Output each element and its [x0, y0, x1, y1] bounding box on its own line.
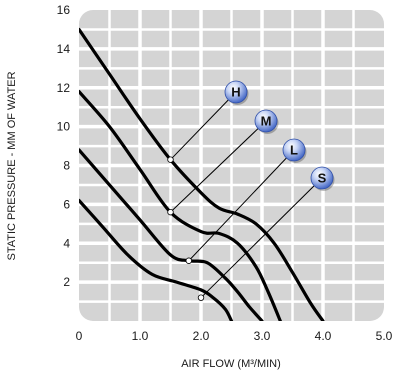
badge-label-m: M: [261, 114, 272, 129]
x-axis-ticks: 0 1.0 2.0 3.0 4.0 5.0: [76, 329, 393, 343]
leader-line-l: [188, 149, 295, 262]
curve-s: [79, 198, 234, 321]
y-tick-label: 14: [57, 42, 71, 56]
leader-line-m: [170, 120, 267, 213]
x-tick-label: 1.0: [132, 329, 149, 343]
y-axis-ticks: 2 4 6 8 10 12 14 16: [57, 3, 71, 289]
x-tick-label: 5.0: [376, 329, 393, 343]
y-tick-label: 10: [57, 120, 71, 134]
leader-line-h: [170, 91, 237, 161]
y-tick-label: 4: [63, 236, 70, 250]
leader-line-s: [200, 177, 323, 299]
leader-dot-m: [167, 208, 174, 216]
y-tick-label: 2: [63, 275, 70, 289]
y-tick-label: 12: [57, 81, 71, 95]
grid-lines: [79, 10, 384, 321]
x-tick-label: 0: [76, 329, 83, 343]
leader-dot-l: [185, 257, 192, 264]
curve-m: [79, 90, 282, 321]
badge-label-h: H: [231, 85, 240, 100]
y-tick-label: 16: [57, 3, 71, 17]
badge-l: [282, 138, 306, 162]
y-tick-label: 6: [63, 197, 70, 211]
x-tick-label: 2.0: [193, 329, 210, 343]
performance-curves: [79, 27, 325, 321]
badge-s: [310, 166, 334, 190]
x-tick-label: 3.0: [254, 329, 271, 343]
badge-label-s: S: [318, 171, 327, 186]
y-axis-title: STATIC PRESSURE - MM OF WATER: [6, 71, 18, 260]
leader-dot-s: [197, 294, 205, 301]
curve-label-badges: H M L S: [224, 80, 335, 191]
badge-label-l: L: [290, 143, 298, 158]
badge-h: [224, 80, 248, 104]
x-tick-label: 4.0: [315, 329, 332, 343]
curve-h: [79, 27, 325, 321]
x-axis-title: AIR FLOW (M³/MIN): [181, 358, 281, 370]
leader-dot-h: [167, 156, 174, 163]
y-tick-label: 8: [63, 159, 70, 173]
badge-m: [254, 109, 278, 133]
label-leader-lines: [167, 91, 323, 301]
curve-l: [79, 148, 264, 321]
